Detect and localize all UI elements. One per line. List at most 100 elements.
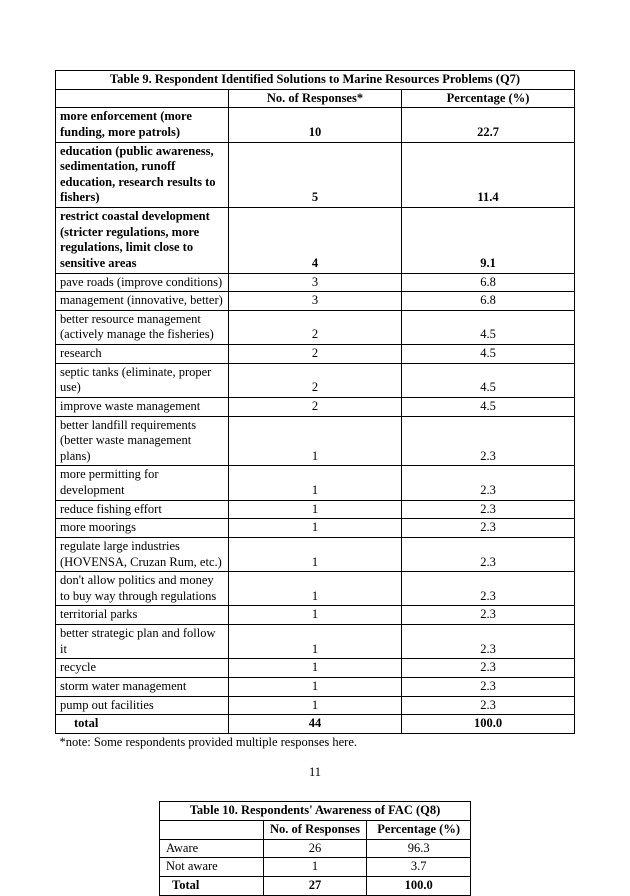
table-cell-label: more moorings [56, 519, 229, 538]
table-cell-label: better landfill requirements (better was… [56, 416, 229, 466]
table-row: education (public awareness, sedimentati… [56, 142, 575, 208]
table-cell-p: 6.8 [402, 292, 575, 311]
table-cell-label: better resource management (actively man… [56, 310, 229, 344]
table-cell-p: 96.3 [367, 839, 471, 858]
table-9-total-n: 44 [229, 715, 402, 734]
table-cell-p: 2.3 [402, 696, 575, 715]
table-row: better landfill requirements (better was… [56, 416, 575, 466]
table-cell-p: 2.3 [402, 677, 575, 696]
table-cell-p: 2.3 [402, 466, 575, 500]
table-cell-label: pump out facilities [56, 696, 229, 715]
table-row: territorial parks12.3 [56, 606, 575, 625]
table-cell-n: 1 [229, 677, 402, 696]
table-row: pump out facilities12.3 [56, 696, 575, 715]
table-10-col-0 [160, 821, 264, 840]
table-cell-p: 6.8 [402, 273, 575, 292]
table-10-total-label: Total [160, 876, 264, 895]
table-cell-label: septic tanks (eliminate, proper use) [56, 363, 229, 397]
table-cell-n: 1 [229, 416, 402, 466]
table-row: better strategic plan and follow it12.3 [56, 625, 575, 659]
table-cell-p: 4.5 [402, 345, 575, 364]
table-cell-p: 2.3 [402, 625, 575, 659]
table-cell-label: research [56, 345, 229, 364]
table-9-col-2: Percentage (%) [402, 89, 575, 108]
table-cell-n: 3 [229, 273, 402, 292]
table-10-title: Table 10. Respondents' Awareness of FAC … [160, 802, 471, 821]
table-cell-n: 1 [229, 696, 402, 715]
table-10-col-1: No. of Responses [263, 821, 367, 840]
table-9-total-p: 100.0 [402, 715, 575, 734]
table-cell-p: 2.3 [402, 416, 575, 466]
table-9-col-1: No. of Responses* [229, 89, 402, 108]
table-row: reduce fishing effort12.3 [56, 500, 575, 519]
table-row: pave roads (improve conditions)36.8 [56, 273, 575, 292]
table-cell-p: 4.5 [402, 310, 575, 344]
table-cell-label: restrict coastal development (stricter r… [56, 208, 229, 274]
table-cell-label: reduce fishing effort [56, 500, 229, 519]
table-row: improve waste management24.5 [56, 397, 575, 416]
table-10-col-2: Percentage (%) [367, 821, 471, 840]
table-cell-label: Not aware [160, 858, 264, 877]
table-cell-n: 1 [229, 606, 402, 625]
table-row: management (innovative, better)36.8 [56, 292, 575, 311]
table-cell-n: 2 [229, 397, 402, 416]
table-cell-label: pave roads (improve conditions) [56, 273, 229, 292]
table-cell-p: 2.3 [402, 519, 575, 538]
table-cell-n: 1 [263, 858, 367, 877]
table-9-title: Table 9. Respondent Identified Solutions… [56, 71, 575, 90]
table-row: regulate large industries (HOVENSA, Cruz… [56, 537, 575, 571]
table-cell-p: 2.3 [402, 659, 575, 678]
table-cell-n: 2 [229, 310, 402, 344]
table-cell-label: regulate large industries (HOVENSA, Cruz… [56, 537, 229, 571]
table-10-total-p: 100.0 [367, 876, 471, 895]
table-row: don't allow politics and money to buy wa… [56, 572, 575, 606]
table-cell-p: 2.3 [402, 572, 575, 606]
table-row: recycle12.3 [56, 659, 575, 678]
table-9-total-label: total [56, 715, 229, 734]
table-cell-label: territorial parks [56, 606, 229, 625]
table-row: septic tanks (eliminate, proper use)24.5 [56, 363, 575, 397]
table-row: research24.5 [56, 345, 575, 364]
table-cell-n: 5 [229, 142, 402, 208]
table-cell-n: 10 [229, 108, 402, 142]
table-row: more enforcement (more funding, more pat… [56, 108, 575, 142]
table-row: more moorings12.3 [56, 519, 575, 538]
table-cell-label: improve waste management [56, 397, 229, 416]
table-9-col-0 [56, 89, 229, 108]
table-cell-label: better strategic plan and follow it [56, 625, 229, 659]
table-cell-label: storm water management [56, 677, 229, 696]
table-cell-n: 1 [229, 659, 402, 678]
table-10: Table 10. Respondents' Awareness of FAC … [159, 801, 471, 895]
table-cell-p: 2.3 [402, 537, 575, 571]
table-cell-p: 3.7 [367, 858, 471, 877]
table-cell-n: 4 [229, 208, 402, 274]
table-10-total-n: 27 [263, 876, 367, 895]
table-cell-label: don't allow politics and money to buy wa… [56, 572, 229, 606]
table-cell-n: 3 [229, 292, 402, 311]
table-cell-label: recycle [56, 659, 229, 678]
table-row: restrict coastal development (stricter r… [56, 208, 575, 274]
table-cell-n: 26 [263, 839, 367, 858]
table-cell-p: 2.3 [402, 500, 575, 519]
table-cell-p: 2.3 [402, 606, 575, 625]
table-cell-n: 1 [229, 466, 402, 500]
table-cell-n: 1 [229, 625, 402, 659]
table-cell-label: more enforcement (more funding, more pat… [56, 108, 229, 142]
table-cell-n: 2 [229, 363, 402, 397]
table-row: more permitting for development12.3 [56, 466, 575, 500]
table-cell-label: Aware [160, 839, 264, 858]
table-cell-n: 2 [229, 345, 402, 364]
table-cell-n: 1 [229, 519, 402, 538]
table-cell-p: 9.1 [402, 208, 575, 274]
table-row: Not aware13.7 [160, 858, 471, 877]
table-row: better resource management (actively man… [56, 310, 575, 344]
table-9-note: *note: Some respondents provided multipl… [56, 733, 575, 751]
table-cell-p: 4.5 [402, 363, 575, 397]
table-cell-p: 11.4 [402, 142, 575, 208]
table-cell-n: 1 [229, 572, 402, 606]
table-cell-p: 22.7 [402, 108, 575, 142]
table-cell-p: 4.5 [402, 397, 575, 416]
table-row: Aware2696.3 [160, 839, 471, 858]
page-number: 11 [0, 765, 630, 780]
table-9: Table 9. Respondent Identified Solutions… [55, 70, 575, 751]
